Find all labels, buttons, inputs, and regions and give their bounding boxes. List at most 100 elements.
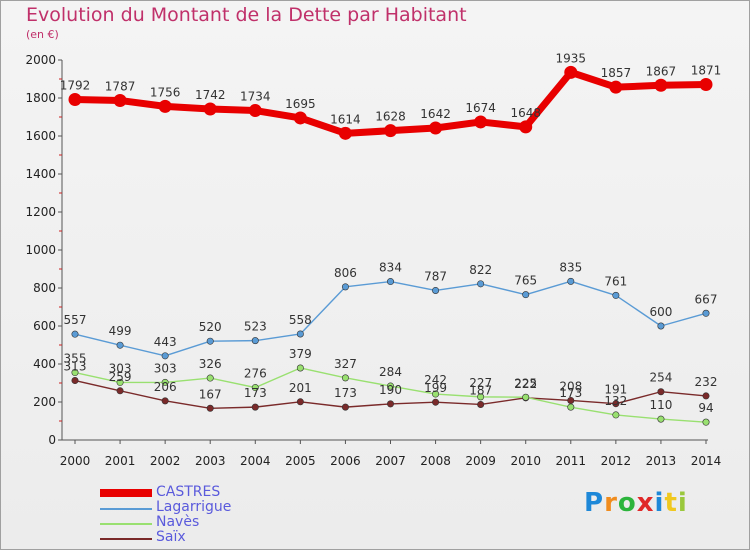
- x-tick-label: 2011: [556, 454, 587, 468]
- data-label: 110: [649, 398, 672, 412]
- legend-label: Saïx: [156, 529, 186, 545]
- data-point: [386, 278, 394, 286]
- data-label: 173: [559, 386, 582, 400]
- data-point: [113, 93, 127, 107]
- x-tick-label: 2005: [285, 454, 316, 468]
- y-tick-label: 1400: [25, 167, 56, 181]
- data-label: 761: [604, 274, 627, 288]
- data-point: [474, 115, 488, 129]
- data-point: [251, 403, 259, 411]
- y-tick-label: 200: [33, 395, 56, 409]
- data-point: [564, 65, 578, 79]
- data-label: 1792: [60, 79, 91, 93]
- data-label: 1742: [195, 88, 226, 102]
- data-label: 173: [334, 386, 357, 400]
- data-label: 1867: [646, 64, 677, 78]
- y-tick-label: 1000: [25, 243, 56, 257]
- data-label: 1935: [556, 51, 587, 65]
- data-point: [116, 341, 124, 349]
- data-point: [386, 382, 394, 390]
- data-label: 1857: [601, 66, 632, 80]
- data-label: 242: [424, 373, 447, 387]
- x-tick-label: 2000: [60, 454, 91, 468]
- data-point: [702, 392, 710, 400]
- data-point: [432, 390, 440, 398]
- data-label: 313: [64, 360, 87, 374]
- data-label: 208: [559, 379, 582, 393]
- data-label: 201: [289, 381, 312, 395]
- data-label: 355: [64, 352, 87, 366]
- data-label: 787: [424, 269, 447, 283]
- data-point: [116, 378, 124, 386]
- data-point: [206, 404, 214, 412]
- data-label: 557: [64, 313, 87, 327]
- y-tick-label: 1200: [25, 205, 56, 219]
- x-tick-label: 2010: [510, 454, 541, 468]
- y-tick-label: 600: [33, 319, 56, 333]
- data-point: [432, 286, 440, 294]
- legend-swatch: [100, 508, 152, 510]
- data-point: [477, 400, 485, 408]
- data-point: [116, 387, 124, 395]
- x-tick-label: 2009: [465, 454, 496, 468]
- data-point: [384, 124, 397, 138]
- data-label: 259: [109, 370, 132, 384]
- data-label: 443: [154, 335, 177, 349]
- data-label: 327: [334, 357, 357, 371]
- x-tick-label: 2007: [375, 454, 406, 468]
- data-point: [251, 384, 259, 392]
- data-point: [654, 78, 668, 92]
- data-label: 1628: [375, 110, 406, 124]
- data-label: 1648: [510, 106, 541, 120]
- data-label: 1871: [691, 64, 722, 78]
- data-point: [296, 398, 304, 406]
- data-label: 132: [604, 394, 627, 408]
- data-label: 667: [695, 292, 718, 306]
- data-point: [293, 111, 307, 125]
- data-point: [612, 400, 620, 408]
- x-tick-label: 2008: [420, 454, 451, 468]
- data-point: [71, 330, 79, 338]
- data-point: [71, 377, 79, 385]
- data-label: 222: [514, 377, 537, 391]
- data-label: 1642: [420, 107, 451, 121]
- data-point: [203, 102, 217, 116]
- data-point: [612, 291, 620, 299]
- data-label: 835: [559, 260, 582, 274]
- data-label: 558: [289, 313, 312, 327]
- y-tick-label: 0: [48, 433, 56, 447]
- data-point: [341, 374, 349, 382]
- data-point: [386, 400, 394, 408]
- data-label: 1734: [240, 90, 271, 104]
- x-tick-label: 2003: [195, 454, 226, 468]
- x-tick-label: 2013: [646, 454, 677, 468]
- data-point: [477, 393, 485, 401]
- data-label: 834: [379, 261, 402, 275]
- x-tick-label: 2014: [691, 454, 722, 468]
- data-label: 520: [199, 320, 222, 334]
- data-label: 225: [514, 376, 537, 390]
- data-point: [567, 403, 575, 411]
- data-label: 190: [379, 383, 402, 397]
- data-point: [477, 280, 485, 288]
- data-point: [296, 330, 304, 338]
- y-tick-label: 1800: [25, 91, 56, 105]
- data-label: 303: [154, 361, 177, 375]
- data-label: 765: [514, 274, 537, 288]
- data-point: [702, 309, 710, 317]
- data-point: [609, 80, 623, 94]
- data-point: [612, 411, 620, 419]
- data-label: 254: [649, 371, 672, 385]
- data-point: [522, 393, 530, 401]
- data-point: [699, 78, 713, 92]
- data-label: 600: [649, 305, 672, 319]
- data-label: 1787: [105, 79, 136, 93]
- data-point: [338, 126, 352, 140]
- x-tick-label: 2012: [601, 454, 632, 468]
- data-point: [158, 99, 172, 113]
- data-point: [432, 398, 440, 406]
- data-label: 173: [244, 386, 267, 400]
- data-point: [519, 120, 533, 134]
- data-point: [429, 121, 443, 135]
- data-label: 227: [469, 376, 492, 390]
